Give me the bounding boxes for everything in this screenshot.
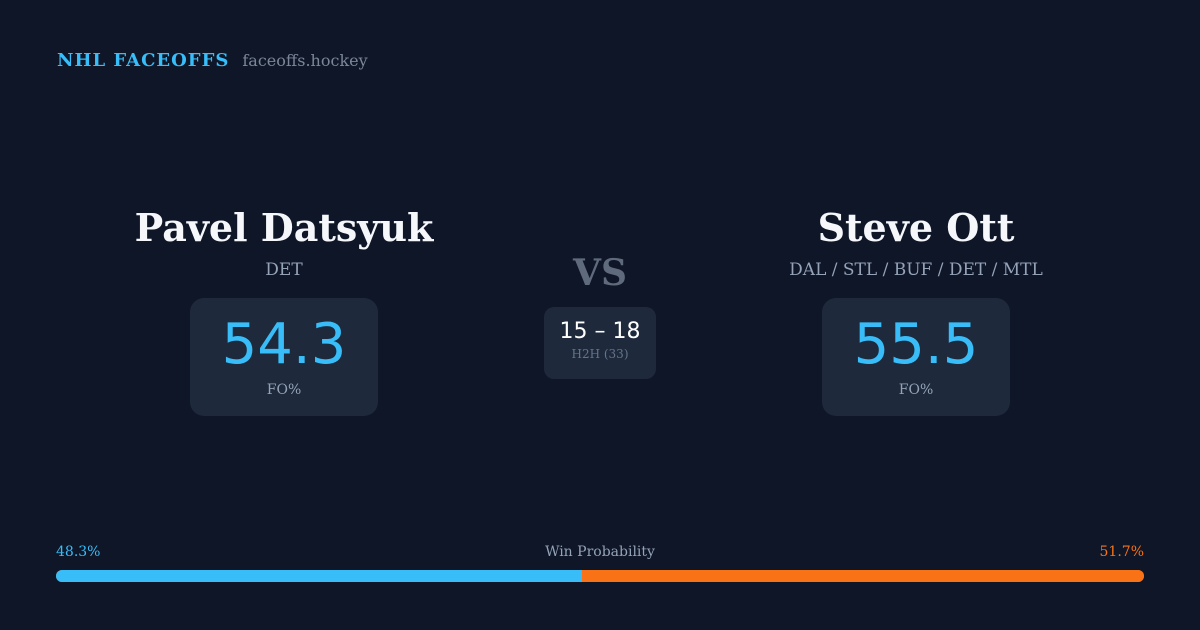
h2h-label: H2H (33) [571, 347, 629, 361]
faceoff-pct: 55.5 [853, 312, 979, 377]
win-prob-right: 51.7% [1099, 544, 1144, 560]
brand-site: faceoffs.hockey [242, 51, 368, 70]
faceoff-label: FO% [898, 382, 934, 398]
vs-label: VS [573, 252, 627, 294]
faceoff-card: 54.3 FO% [189, 298, 379, 416]
player-name: Steve Ott [817, 205, 1015, 250]
player-teams: DAL / STL / BUF / DET / MTL [789, 260, 1043, 280]
player-teams: DET [265, 260, 303, 280]
win-prob-left: 48.3% [56, 544, 101, 560]
h2h-score: 15 – 18 [559, 319, 641, 344]
player-right: Steve Ott DAL / STL / BUF / DET / MTL 55… [666, 205, 1166, 416]
faceoff-pct: 54.3 [221, 312, 347, 377]
win-prob-left-fill [56, 570, 582, 582]
player-left: Pavel Datsyuk DET 54.3 FO% [34, 205, 534, 416]
win-prob-right-fill [581, 570, 1144, 582]
faceoff-label: FO% [266, 382, 302, 398]
h2h-card: 15 – 18 H2H (33) [544, 307, 656, 379]
brand-name: NHL FACEOFFS [57, 50, 230, 71]
brand: NHL FACEOFFS faceoffs.hockey [57, 50, 368, 71]
player-name: Pavel Datsyuk [134, 205, 434, 250]
win-probability-bar [56, 570, 1144, 582]
win-prob-label: Win Probability [545, 544, 655, 560]
faceoff-card: 55.5 FO% [821, 298, 1011, 416]
